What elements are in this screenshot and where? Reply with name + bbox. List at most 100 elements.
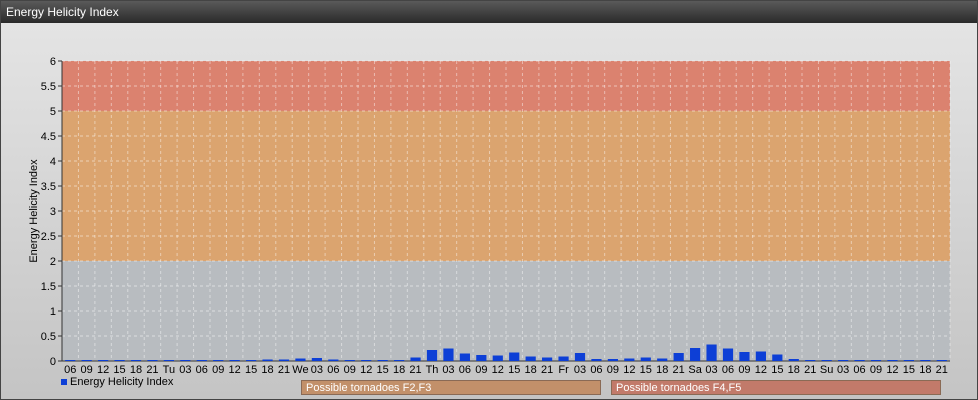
bar [476,355,487,361]
x-tick-label: 09 [344,364,356,376]
x-tick-label: 15 [771,364,783,376]
x-tick-label: 15 [903,364,915,376]
bar [361,360,372,361]
bar [870,360,882,361]
legend-label: Energy Helicity Index [70,376,174,388]
bar [887,360,898,361]
bar [311,358,322,361]
x-tick-label: 09 [475,364,487,376]
bar [213,360,224,361]
y-tick-label: 1 [50,306,56,318]
bar [624,358,635,361]
x-tick-label: 03 [442,364,454,376]
x-tick-label: 21 [804,364,816,376]
x-tick-label: 12 [97,364,109,376]
x-tick-label: 06 [196,364,208,376]
chart-area: 0 0.5 1 1.5 2 2.5 3 3.5 4 4.5 5 5.5 6 Energy Helicity… [1,23,977,399]
x-tick-label: 03 [574,364,586,376]
x-tick-label: 03 [311,364,323,376]
x-tick-label: 15 [640,364,652,376]
x-tick-label: 21 [409,364,421,376]
bar [838,360,849,361]
bar [344,360,355,361]
x-tick-label: 09 [212,364,224,376]
y-tick-label: 4.5 [41,131,56,143]
x-tick-label: Th [426,364,439,376]
x-tick-label: 15 [508,364,520,376]
y-tick-label: 2 [50,256,56,268]
bar [607,359,618,361]
x-tick-label: Tu [163,364,175,376]
x-tick-label: We [292,364,308,376]
bar [114,360,125,361]
bar [805,360,816,361]
x-tick-label: Fr [558,364,569,376]
bar [147,360,158,361]
bar [410,357,421,361]
bar [196,360,207,361]
bar [65,360,76,361]
bar [443,348,454,361]
bar [525,356,536,361]
x-tick-label: 06 [459,364,471,376]
y-tick-label: 3.5 [41,181,56,193]
bar [920,360,931,361]
bar [788,359,799,361]
x-tick-label: 18 [788,364,800,376]
x-tick-label: 21 [278,364,290,376]
x-tick-label: 03 [179,364,191,376]
x-tick-label: 12 [492,364,504,376]
bar [657,358,668,361]
x-tick-label: 06 [327,364,339,376]
x-tick-label: 18 [130,364,142,376]
bar [821,360,832,361]
bar [854,360,865,361]
x-tick-label: 06 [722,364,734,376]
x-tick-label: 18 [261,364,273,376]
legend-swatch [61,379,67,385]
ehi-chart: 0 0.5 1 1.5 2 2.5 3 3.5 4 4.5 5 5.5 6 Energy Helicity… [28,56,951,376]
bar [394,360,405,361]
zone-label-f2f3: Possible tornadoes F2,F3 [301,380,601,395]
x-tick-label: 21 [673,364,685,376]
x-tick-label: 15 [245,364,257,376]
x-tick-label: 06 [590,364,602,376]
x-tick-label: 21 [936,364,948,376]
x-tick-label: Sa [688,364,702,376]
x-tick-label: 09 [738,364,750,376]
x-tick-label: 12 [886,364,898,376]
bar [295,358,306,361]
panel-title: Energy Helicity Index [1,1,977,23]
x-tick-label: 21 [541,364,553,376]
bar [755,351,766,361]
y-tick-label: 6 [50,56,56,68]
bar [640,357,651,361]
bar [246,360,257,361]
bar [163,360,174,361]
bar [328,359,339,361]
bar [377,360,388,361]
bar [690,348,701,361]
y-tick-label: 4 [50,156,56,168]
x-tick-label: 15 [113,364,125,376]
x-tick-label: 12 [360,364,372,376]
y-tick-label: 5.5 [41,81,56,93]
x-tick-label: 18 [525,364,537,376]
bar [426,350,438,361]
x-tick-label: Su [820,364,833,376]
bar [903,360,914,361]
legend[interactable]: Energy Helicity Index [61,376,173,388]
bar [722,348,734,361]
x-tick-label: 12 [229,364,241,376]
bar [492,355,503,361]
bar [229,360,240,361]
bar [591,359,602,361]
bar [772,354,783,361]
y-tick-label: 1.5 [41,281,56,293]
bar [130,360,142,361]
x-tick-label: 12 [755,364,767,376]
bar [509,352,520,361]
bar [739,352,750,361]
x-tick-label: 09 [870,364,882,376]
